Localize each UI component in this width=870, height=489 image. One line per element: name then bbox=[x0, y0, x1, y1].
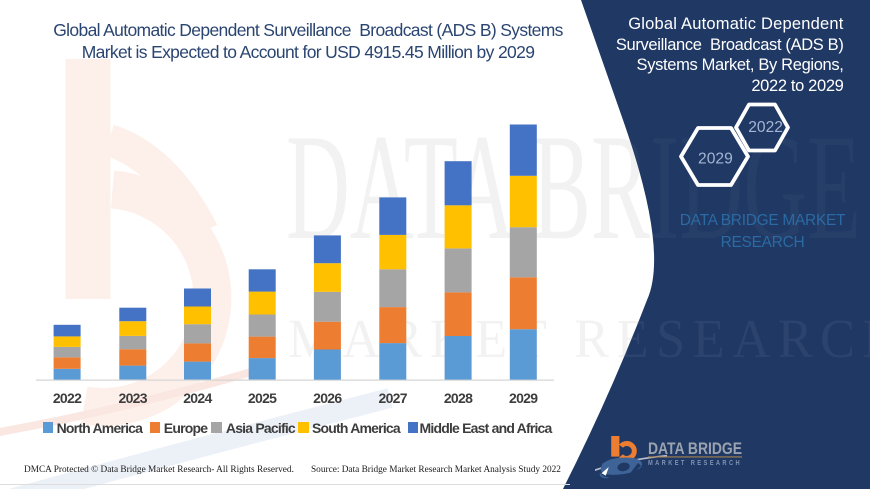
svg-text:2029: 2029 bbox=[698, 151, 733, 168]
svg-text:DATA BRIDGE: DATA BRIDGE bbox=[648, 440, 742, 458]
svg-text:2022: 2022 bbox=[748, 119, 783, 136]
svg-text:MARKET RESEARCH: MARKET RESEARCH bbox=[648, 458, 742, 467]
